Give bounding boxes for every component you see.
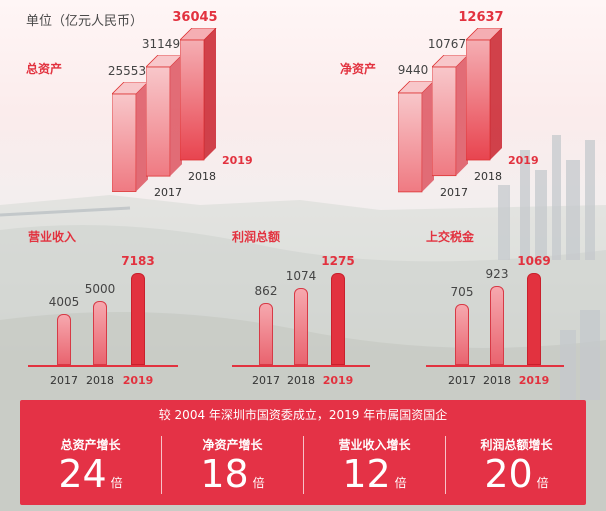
- summary-panel: 较 2004 年深圳市国资委成立，2019 年市属国资国企 总资产增长 24 倍 …: [20, 400, 586, 505]
- bar: [527, 273, 541, 365]
- year-label: 2017: [440, 186, 468, 199]
- stat-value: 20: [484, 452, 533, 496]
- year-label: 2018: [483, 374, 511, 387]
- chart-baseline: [232, 365, 370, 367]
- stat-revenue: 营业收入增长 12 倍: [304, 436, 445, 495]
- year-label: 2017: [448, 374, 476, 387]
- stat-unit: 倍: [536, 476, 549, 490]
- bar: [57, 314, 71, 365]
- bar: [455, 304, 469, 365]
- chart-title: 利润总额: [232, 230, 281, 244]
- stat-value: 12: [342, 452, 391, 496]
- value-label: 1275: [321, 254, 355, 268]
- value-label: 36045: [172, 10, 218, 25]
- value-label: 12637: [458, 10, 504, 25]
- divider: [161, 436, 162, 494]
- year-label: 2017: [252, 374, 280, 387]
- stat-label: 总资产增长: [60, 438, 121, 452]
- year-label: 2019: [508, 154, 539, 167]
- year-label: 2019: [322, 374, 354, 387]
- bar: [490, 286, 504, 365]
- year-label: 2018: [86, 374, 114, 387]
- stat-unit: 倍: [252, 476, 265, 490]
- bar: [131, 273, 145, 365]
- year-label: 2019: [222, 154, 253, 167]
- bar: [259, 303, 273, 365]
- year-label: 2019: [122, 374, 154, 387]
- stat-total-assets: 总资产增长 24 倍: [20, 436, 161, 495]
- divider: [445, 436, 446, 494]
- year-label: 2018: [474, 170, 502, 183]
- unit-label: 单位（亿元人民币）: [26, 14, 144, 29]
- chart-baseline: [426, 365, 564, 367]
- stat-unit: 倍: [394, 476, 407, 490]
- chart-baseline: [28, 365, 178, 367]
- prism-bar: [146, 54, 183, 177]
- value-label: 10767: [427, 37, 467, 52]
- chart-title: 总资产: [26, 62, 63, 76]
- value-label: 9440: [397, 63, 429, 78]
- value-label: 5000: [84, 282, 116, 296]
- prism-bar: [112, 82, 149, 193]
- divider: [303, 436, 304, 494]
- value-label: 923: [485, 267, 509, 281]
- value-label: 862: [254, 284, 278, 298]
- year-label: 2017: [50, 374, 78, 387]
- value-label: 7183: [121, 254, 155, 268]
- value-label: 1069: [517, 254, 551, 268]
- year-label: 2018: [188, 170, 216, 183]
- value-label: 1074: [285, 269, 317, 283]
- stat-net-assets: 净资产增长 18 倍: [162, 436, 303, 495]
- stat-label: 净资产增长: [202, 438, 263, 452]
- summary-caption: 较 2004 年深圳市国资委成立，2019 年市属国资国企: [158, 408, 448, 422]
- value-label: 705: [450, 285, 474, 299]
- stat-profit: 利润总额增长 20 倍: [446, 436, 587, 495]
- value-label: 31149: [141, 36, 181, 51]
- stat-value: 18: [200, 452, 249, 496]
- prism-bar: [432, 55, 469, 177]
- chart-title: 营业收入: [28, 230, 77, 244]
- chart-title: 上交税金: [426, 230, 475, 244]
- year-label: 2018: [287, 374, 315, 387]
- year-label: 2017: [154, 186, 182, 199]
- prism-bar: [398, 81, 435, 193]
- bar: [93, 301, 107, 365]
- prism-bar: [180, 28, 217, 161]
- prism-bar: [466, 28, 503, 161]
- stat-label: 营业收入增长: [338, 438, 411, 452]
- bar: [331, 273, 345, 365]
- year-label: 2019: [518, 374, 550, 387]
- value-label: 25553: [107, 64, 147, 79]
- stat-value: 24: [58, 452, 107, 496]
- bar: [294, 288, 308, 365]
- stat-label: 利润总额增长: [480, 438, 553, 452]
- stat-unit: 倍: [110, 476, 123, 490]
- chart-title: 净资产: [340, 62, 377, 76]
- value-label: 4005: [48, 295, 80, 309]
